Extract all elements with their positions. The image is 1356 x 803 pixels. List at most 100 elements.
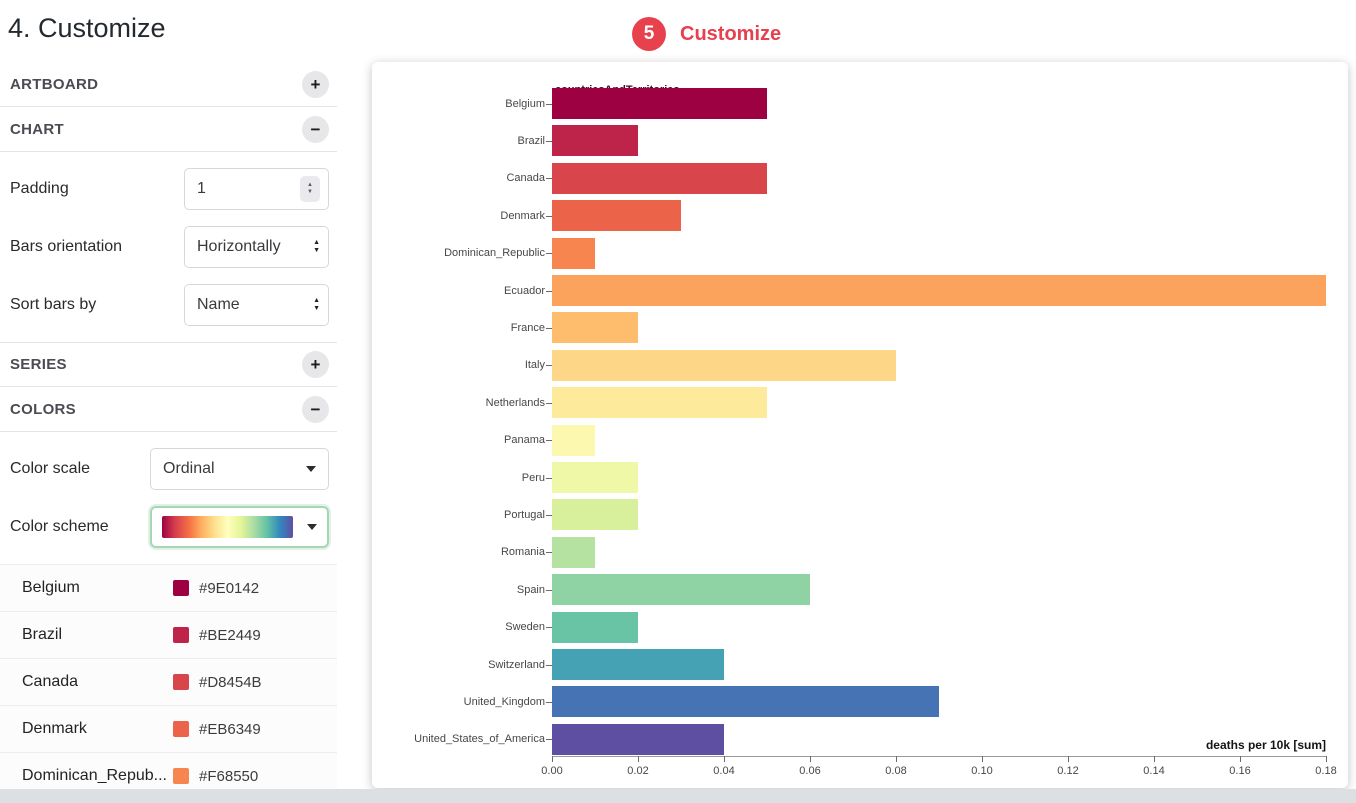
x-tick-mark [982,756,983,762]
step-annotation: 5 Customize [632,17,781,51]
bar [552,387,767,419]
chevron-down-icon [307,524,317,530]
color-item-value: #F68550 [173,768,323,785]
color-swatch[interactable] [173,674,189,690]
expand-artboard-button[interactable]: + [302,70,329,98]
stepper-icon[interactable]: ▲ ▼ [300,176,320,202]
color-item-name: Denmark [22,720,87,737]
y-tick-mark [546,440,552,442]
y-tick-mark [546,477,552,479]
x-axis-tick-label: 0.00 [541,765,563,777]
padding-value: 1 [197,180,206,197]
bar [552,649,724,680]
color-hex: #EB6349 [199,720,261,738]
page-title: 4. Customize [8,13,166,43]
collapse-chart-button[interactable]: − [302,115,329,143]
y-axis-label: Dominican_Republic [444,247,545,260]
collapse-colors-button[interactable]: − [302,395,329,423]
y-tick-mark [546,552,552,554]
color-scale-label: Color scale [10,460,91,477]
x-axis-title: deaths per 10k [sum] [1205,738,1326,752]
y-tick-mark [546,514,552,516]
bar [552,162,767,194]
x-tick-mark [1240,756,1241,762]
y-tick-mark [546,215,552,217]
color-swatch[interactable] [173,627,189,643]
sort-bars-select[interactable]: Name ▲ ▼ [184,284,329,326]
y-axis-label: Denmark [500,209,545,222]
y-axis-label: Spain [516,583,545,596]
x-axis-tick-label: 0.18 [1315,765,1337,777]
x-axis-tick-label: 0.02 [627,765,649,777]
color-mapping-row: Belgium #9E0142 [0,565,337,612]
y-tick-mark [546,103,552,105]
color-item-value: #BE2449 [173,627,323,644]
section-colors: COLORS − [0,387,337,432]
y-axis-label: United_Kingdom [463,695,545,708]
x-axis-tick-label: 0.04 [713,765,735,777]
y-axis-label: Romania [500,546,545,559]
x-axis-tick-label: 0.10 [971,765,993,777]
bar [552,200,681,232]
x-tick-mark [896,756,897,762]
color-hex: #BE2449 [199,626,261,644]
y-axis-label: Belgium [505,97,545,110]
bar [552,462,638,493]
section-series: SERIES + [0,342,337,387]
y-axis-label: Switzerland [488,658,545,671]
bar [552,686,939,718]
color-item-name: Dominican_Repub... [22,767,167,784]
color-mapping-row: Denmark #EB6349 [0,706,337,753]
step-number-badge: 5 [632,17,666,51]
y-tick-mark [546,365,552,367]
y-tick-mark [546,739,552,741]
expand-series-button[interactable]: + [302,351,329,378]
updown-arrows-icon: ▲ ▼ [313,297,320,312]
color-item-name: Canada [22,673,79,690]
color-scheme-gradient-swatch [162,516,293,538]
bar [552,723,724,755]
y-axis-label: Sweden [505,621,545,634]
y-tick-mark [546,290,552,292]
color-mapping-row: Canada #D8454B [0,659,337,706]
y-axis-label: France [510,321,545,334]
chart-canvas: countriesAndTerritories deaths per 10k [… [372,62,1348,788]
padding-row: Padding 1 ▲ ▼ [10,168,329,210]
x-axis-line [552,756,1327,757]
y-axis-label: Peru [521,471,545,484]
x-tick-mark [638,756,639,762]
y-axis-label: Italy [524,359,545,372]
color-scheme-dropdown[interactable] [150,506,329,548]
bars-orientation-label: Bars orientation [10,238,123,255]
bar [552,237,595,269]
y-axis-label: Panama [504,434,545,447]
color-swatch[interactable] [173,580,189,596]
bars-orientation-select[interactable]: Horizontally ▲ ▼ [184,226,329,268]
bar [552,536,595,568]
y-tick-mark [546,327,552,329]
y-tick-mark [546,178,552,180]
color-swatch[interactable] [173,721,189,737]
color-scale-dropdown[interactable]: Ordinal [150,448,329,490]
sort-bars-row: Sort bars by Name ▲ ▼ [10,284,329,326]
sort-bars-value: Name [197,296,240,313]
color-swatch[interactable] [173,768,189,784]
sort-bars-label: Sort bars by [10,296,97,313]
color-item-value: #D8454B [173,674,323,691]
y-tick-mark [546,140,552,142]
step-annotation-label: Customize [680,22,782,45]
y-tick-mark [546,627,552,629]
padding-label: Padding [10,180,69,197]
color-item-name: Belgium [22,579,80,596]
chevron-down-icon [306,466,316,472]
x-tick-mark [724,756,725,762]
color-scheme-row: Color scheme [10,506,329,548]
x-tick-mark [1154,756,1155,762]
color-scale-row: Color scale Ordinal [10,448,329,490]
section-chart-label: CHART [10,120,64,138]
y-tick-mark [546,253,552,255]
page-bottom-gutter [0,789,1356,803]
bar [552,611,638,643]
x-tick-mark [810,756,811,762]
padding-input[interactable]: 1 ▲ ▼ [184,168,329,210]
